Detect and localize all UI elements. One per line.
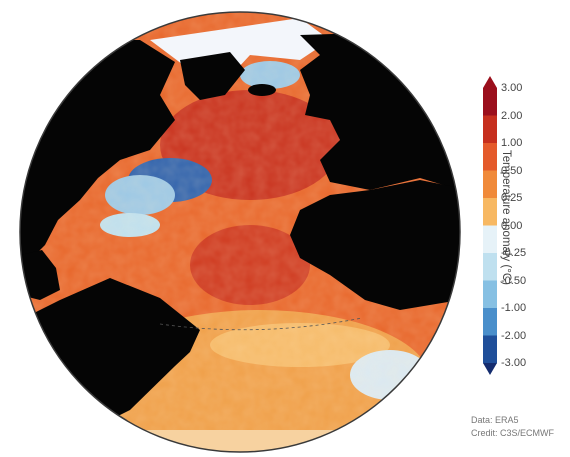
colorbar-tick-label: -1.00 <box>501 302 527 314</box>
colorbar-arrow-top <box>483 76 497 88</box>
colorbar-tick-label: 3.00 <box>501 82 523 94</box>
land-central-america <box>20 250 60 300</box>
colorbar-tick-label: 0.50 <box>501 164 523 177</box>
colorbar-segment <box>483 170 497 199</box>
colorbar-tick-label: -3.00 <box>501 357 527 369</box>
colorbar-tick-label: 2.00 <box>501 109 523 122</box>
colorbar-tick-label: -0.25 <box>501 247 527 259</box>
colorbar-segment <box>483 280 497 309</box>
land-greenland <box>180 52 245 100</box>
land-europe <box>300 30 460 190</box>
colorbar-segment <box>483 198 497 226</box>
land-iceland <box>248 84 276 96</box>
colorbar-tick-label: 0.00 <box>501 219 523 232</box>
colorbar-tick-label: -0.50 <box>501 274 527 287</box>
data-source: Data: ERA5 <box>471 415 519 425</box>
colorbar-segment <box>483 225 497 254</box>
globe-outline <box>19 11 461 453</box>
image-credit: Credit: C3S/ECMWF <box>471 428 555 438</box>
land-africa <box>290 180 460 310</box>
equator-line <box>159 317 363 331</box>
colorbar-tick-label: -2.00 <box>501 329 527 342</box>
colorbar-title: Temperature anomaly (°C) <box>500 150 512 285</box>
colorbar-scale <box>483 76 497 375</box>
colorbar-segment <box>483 335 497 364</box>
colorbar-segment <box>483 308 497 336</box>
ocean-south-ice <box>20 430 460 452</box>
colorbar-tick-label: 0.25 <box>501 192 523 204</box>
colorbar-segment <box>483 143 497 171</box>
colorbar-arrow-bottom <box>483 363 497 375</box>
colorbar-segment <box>483 115 497 144</box>
colorbar: 3.00 2.00 1.00 0.50 0.25 0.00 -0.25 -0.50 -1.00 -… <box>480 72 570 382</box>
colorbar-segment <box>483 88 497 116</box>
colorbar-segment <box>483 253 497 281</box>
credits: Data: ERA5 Credit: C3S/ECMWF <box>471 414 554 440</box>
colorbar-tick-label: 1.00 <box>501 137 523 149</box>
